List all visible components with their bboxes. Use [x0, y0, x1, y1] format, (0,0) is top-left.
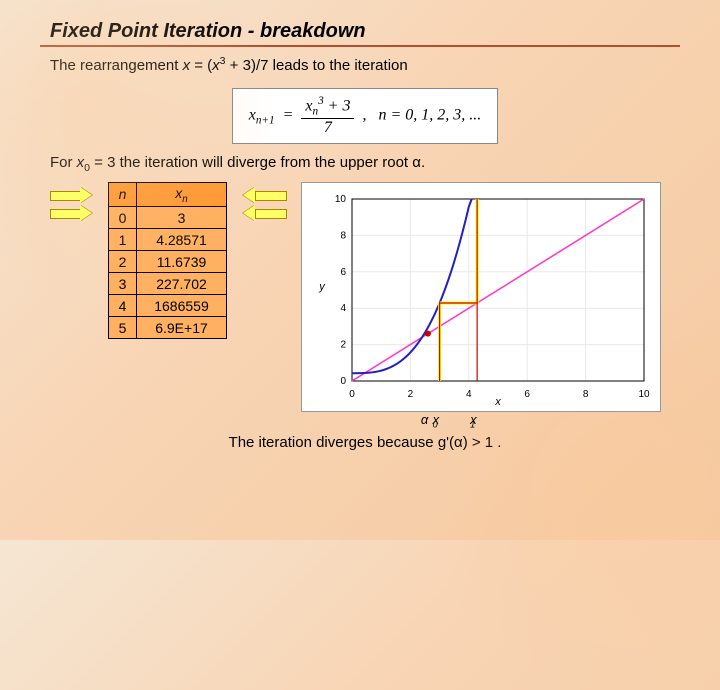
cell-xn: 3	[137, 207, 227, 229]
label-alpha: α	[421, 412, 428, 427]
table-row: 56.9E+17	[109, 317, 227, 339]
col-xn-header: xn	[137, 182, 227, 207]
cell-xn: 227.702	[137, 273, 227, 295]
svg-text:0: 0	[340, 376, 346, 387]
arrow-left-icon	[243, 206, 285, 220]
cell-xn: 11.6739	[137, 251, 227, 273]
svg-text:10: 10	[335, 194, 347, 205]
svg-text:4: 4	[340, 303, 346, 314]
table-row: 41686559	[109, 295, 227, 317]
label-x1: x1	[470, 412, 475, 430]
arrows-right-col	[50, 182, 92, 220]
cell-n: 4	[109, 295, 137, 317]
arrows-left-col	[243, 182, 285, 220]
svg-text:4: 4	[466, 389, 472, 400]
cell-n: 3	[109, 273, 137, 295]
cell-xn: 1686559	[137, 295, 227, 317]
text: = (	[190, 57, 212, 74]
svg-text:8: 8	[583, 389, 589, 400]
chart-x-labels: α x0 x1	[301, 412, 661, 428]
iteration-table: n xn 0314.28571211.67393227.702416865595…	[108, 182, 227, 340]
svg-text:8: 8	[340, 230, 346, 241]
table-chart-row: n xn 0314.28571211.67393227.702416865595…	[50, 182, 680, 428]
table-row: 03	[109, 207, 227, 229]
page-title: Fixed Point Iteration - breakdown	[0, 0, 720, 45]
conclusion-line: The iteration diverges because g'(α) > 1…	[50, 428, 680, 451]
svg-text:6: 6	[524, 389, 530, 400]
cell-xn: 4.28571	[137, 229, 227, 251]
content-area: The rearrangement x = (x3 + 3)/7 leads t…	[0, 55, 720, 451]
var-x: x	[183, 57, 191, 74]
arrow-left-icon	[243, 188, 285, 202]
var-x2: x	[212, 57, 220, 74]
arrow-right-icon	[50, 188, 92, 202]
text: The rearrangement	[50, 57, 183, 74]
cell-n: 0	[109, 207, 137, 229]
iteration-chart: 0 2 4 6 8 10 0 2 4 6 8 10 x y	[310, 191, 654, 405]
cell-n: 1	[109, 229, 137, 251]
for-x0-line: For x0 = 3 the iteration will diverge fr…	[50, 154, 680, 174]
col-n-header: n	[109, 182, 137, 207]
chart-panel: 0 2 4 6 8 10 0 2 4 6 8 10 x y	[301, 182, 661, 412]
svg-text:x: x	[494, 396, 501, 405]
cell-xn: 6.9E+17	[137, 317, 227, 339]
table-row: 211.6739	[109, 251, 227, 273]
svg-text:y: y	[318, 281, 326, 293]
cell-n: 2	[109, 251, 137, 273]
svg-text:10: 10	[638, 389, 650, 400]
chart-container: 0 2 4 6 8 10 0 2 4 6 8 10 x y α x0 x1	[301, 182, 661, 428]
formula-row: xn+1 = xn3 + 3 7 , n = 0, 1, 2, 3, ...	[50, 82, 680, 154]
svg-text:0: 0	[349, 389, 355, 400]
rearrangement-line: The rearrangement x = (x3 + 3)/7 leads t…	[50, 55, 680, 74]
text: + 3)/7 leads to the iteration	[226, 57, 408, 74]
table-row: 3227.702	[109, 273, 227, 295]
text: For	[50, 154, 77, 171]
label-x0: x0	[433, 412, 438, 430]
svg-text:2: 2	[340, 339, 346, 350]
svg-text:2: 2	[408, 389, 414, 400]
table-row: 14.28571	[109, 229, 227, 251]
svg-text:6: 6	[340, 266, 346, 277]
iteration-formula: xn+1 = xn3 + 3 7 , n = 0, 1, 2, 3, ...	[232, 88, 499, 144]
cell-n: 5	[109, 317, 137, 339]
text: = 3 the iteration will diverge from the …	[90, 154, 425, 171]
title-underline	[40, 45, 680, 47]
arrow-right-icon	[50, 206, 92, 220]
table-header-row: n xn	[109, 182, 227, 207]
